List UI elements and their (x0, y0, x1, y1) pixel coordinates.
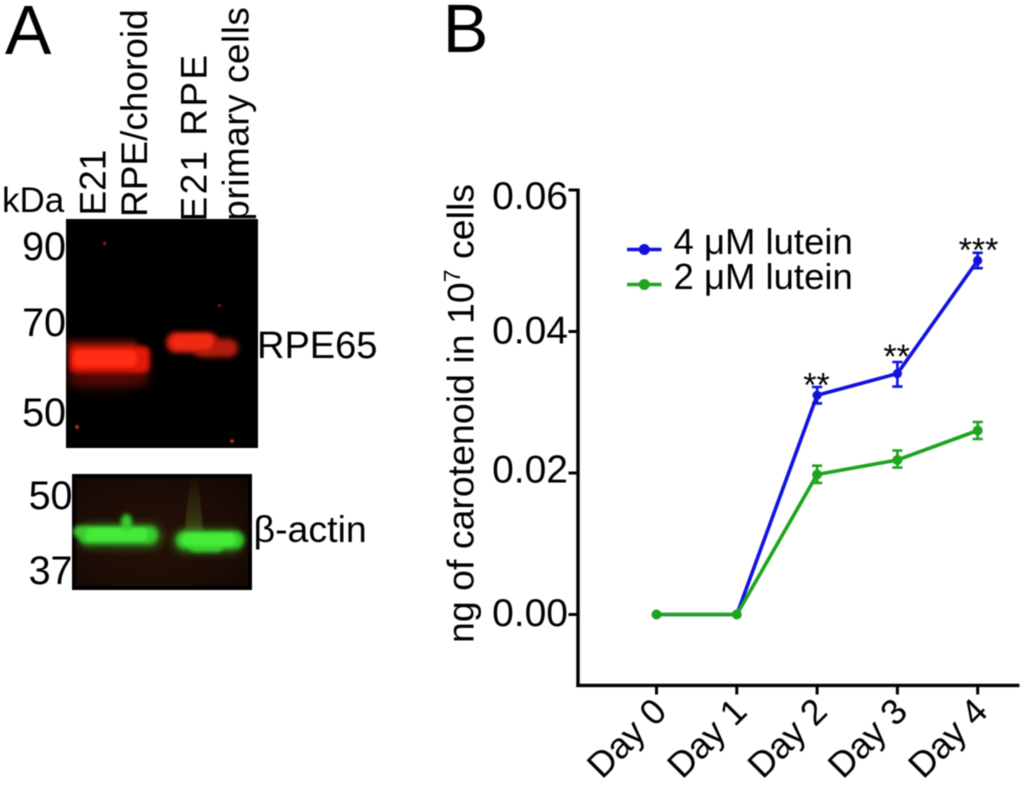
svg-text:2 μM lutein: 2 μM lutein (674, 256, 853, 297)
svg-text:***: *** (959, 232, 999, 270)
svg-text:0.04: 0.04 (492, 310, 568, 353)
svg-text:0.02: 0.02 (492, 449, 568, 492)
svg-text:0.06: 0.06 (492, 175, 568, 218)
svg-text:Day 3: Day 3 (820, 690, 915, 785)
svg-text:4 μM lutein: 4 μM lutein (674, 221, 853, 262)
svg-text:Day 2: Day 2 (739, 690, 834, 785)
svg-text:**: ** (803, 367, 829, 405)
svg-text:Day 0: Day 0 (579, 690, 674, 785)
svg-text:**: ** (883, 338, 909, 376)
svg-text:0.00: 0.00 (492, 592, 568, 635)
svg-text:Day 4: Day 4 (900, 690, 995, 785)
svg-text:Day 1: Day 1 (659, 690, 754, 785)
